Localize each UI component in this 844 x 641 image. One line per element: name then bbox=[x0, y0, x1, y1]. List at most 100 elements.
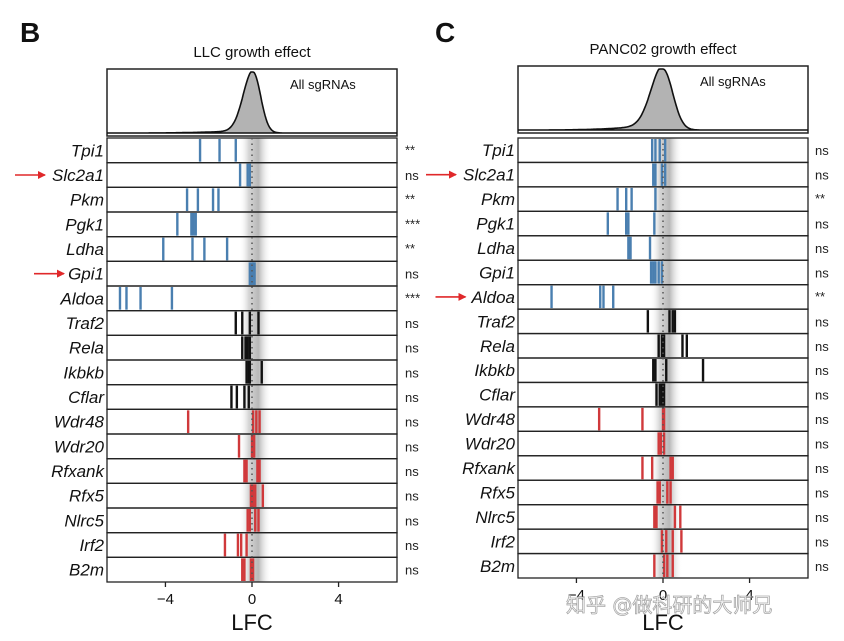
gene-row: Ldha ns bbox=[477, 235, 829, 261]
significance-label: ns bbox=[815, 412, 829, 427]
density-plot bbox=[106, 68, 398, 137]
gene-label: Ldha bbox=[477, 239, 515, 258]
x-tick-label: 0 bbox=[248, 591, 256, 608]
gene-row: Slc2a1 ns bbox=[15, 162, 419, 188]
x-tick-label: −4 bbox=[568, 587, 585, 604]
x-axis: −4 0 4 bbox=[568, 578, 754, 604]
gene-label: Rela bbox=[69, 339, 104, 358]
gene-label: Ldha bbox=[66, 240, 104, 259]
significance-label: ns bbox=[405, 415, 419, 430]
significance-label: ns bbox=[405, 538, 419, 553]
significance-label: ns bbox=[815, 217, 829, 232]
strip-rows: Tpi1 ** Slc2a1 ns Pkm ** Pgk1 *** Ldha ** Gpi1 ns Al… bbox=[15, 137, 420, 583]
significance-label: ns bbox=[815, 559, 829, 574]
gene-label: B2m bbox=[480, 557, 515, 576]
gene-row: Pgk1 ns bbox=[476, 210, 829, 237]
gene-row: Tpi1 ns bbox=[482, 137, 829, 164]
gene-label: Rfxank bbox=[51, 462, 105, 481]
density-curve bbox=[107, 71, 397, 134]
strip-rows: Tpi1 ns Slc2a1 ns Pkm ** Pgk1 ns Ldha ns Gpi1 ns Ald… bbox=[426, 137, 829, 579]
significance-label: ns bbox=[815, 461, 829, 476]
significance-label: ** bbox=[815, 191, 825, 206]
gene-label: Traf2 bbox=[66, 314, 105, 333]
significance-label: ns bbox=[815, 388, 829, 403]
gene-row: B2m ns bbox=[480, 552, 829, 579]
gene-row: Traf2 ns bbox=[66, 310, 419, 336]
significance-label: *** bbox=[405, 290, 420, 305]
significance-label: ns bbox=[405, 341, 419, 356]
significance-label: ns bbox=[815, 314, 829, 329]
significance-label: ns bbox=[815, 265, 829, 280]
significance-label: ns bbox=[815, 437, 829, 452]
significance-label: ns bbox=[405, 439, 419, 454]
gene-label: Rela bbox=[480, 337, 515, 356]
gene-label: Nlrc5 bbox=[475, 508, 515, 527]
significance-label: ns bbox=[815, 510, 829, 525]
x-axis-label: LFC bbox=[642, 610, 684, 635]
gene-row: Wdr48 ns bbox=[465, 406, 829, 432]
gene-label: Wdr20 bbox=[54, 437, 105, 456]
significance-label: ns bbox=[405, 563, 419, 578]
gene-label: Tpi1 bbox=[482, 141, 515, 160]
gene-label: Rfx5 bbox=[480, 483, 516, 502]
x-tick-label: −4 bbox=[157, 591, 174, 608]
gene-row: Wdr48 ns bbox=[54, 408, 419, 435]
gene-row: Rela ns bbox=[69, 334, 419, 361]
significance-label: ** bbox=[405, 192, 415, 207]
gene-row: Rfxank ns bbox=[462, 455, 829, 481]
significance-label: ns bbox=[405, 365, 419, 380]
x-tick-label: 4 bbox=[334, 591, 342, 608]
gene-row: Ldha ** bbox=[66, 236, 415, 262]
significance-label: ns bbox=[815, 241, 829, 256]
gene-label: Irf2 bbox=[79, 536, 104, 555]
density-curve bbox=[518, 68, 808, 131]
gene-row: Slc2a1 ns bbox=[426, 161, 829, 188]
gene-label: Pgk1 bbox=[476, 215, 515, 234]
chart-title: LLC growth effect bbox=[193, 44, 311, 61]
gene-label: Traf2 bbox=[477, 312, 516, 331]
significance-label: ns bbox=[815, 339, 829, 354]
significance-label: ns bbox=[405, 464, 419, 479]
chart-title: PANC02 growth effect bbox=[589, 41, 737, 58]
gene-row: Rfxank ns bbox=[51, 458, 419, 484]
gene-label: Rfx5 bbox=[69, 487, 105, 506]
significance-label: ns bbox=[405, 316, 419, 331]
panel-letter: C bbox=[435, 17, 455, 48]
gene-row: Wdr20 ns bbox=[465, 430, 829, 457]
density-plot bbox=[517, 65, 809, 134]
significance-label: ns bbox=[405, 267, 419, 282]
gene-row: Gpi1 ns bbox=[479, 259, 829, 286]
significance-label: ** bbox=[815, 289, 825, 304]
x-axis: −4 0 4 bbox=[157, 582, 343, 608]
gene-label: Slc2a1 bbox=[463, 166, 515, 185]
gene-label: Nlrc5 bbox=[64, 511, 104, 530]
gene-row: Rela ns bbox=[480, 332, 829, 359]
gene-label: Pkm bbox=[481, 190, 515, 209]
gene-label: Wdr48 bbox=[465, 410, 516, 429]
significance-label: ns bbox=[405, 168, 419, 183]
gene-label: Tpi1 bbox=[71, 141, 104, 160]
gene-label: Cflar bbox=[479, 386, 516, 405]
gene-label: Aldoa bbox=[471, 288, 515, 307]
significance-label: ns bbox=[815, 143, 829, 158]
gene-row: Gpi1 ns bbox=[34, 260, 419, 287]
significance-label: ns bbox=[815, 363, 829, 378]
gene-label: Wdr48 bbox=[54, 413, 105, 432]
gene-row: Irf2 ns bbox=[490, 528, 829, 555]
significance-label: ns bbox=[405, 513, 419, 528]
gene-label: Gpi1 bbox=[68, 265, 104, 284]
significance-label: ns bbox=[815, 485, 829, 500]
significance-label: ns bbox=[815, 534, 829, 549]
significance-label: ns bbox=[815, 168, 829, 183]
gene-label: Rfxank bbox=[462, 459, 516, 478]
significance-label: ns bbox=[405, 390, 419, 405]
panel-llc: B LLC growth effect All sgRNAs Tpi1 ** Slc… bbox=[15, 17, 420, 635]
significance-label: ns bbox=[405, 489, 419, 504]
gene-label: Irf2 bbox=[490, 532, 515, 551]
panel-letter: B bbox=[20, 17, 40, 48]
gene-row: B2m ns bbox=[69, 556, 419, 583]
gene-row: Nlrc5 ns bbox=[475, 504, 829, 530]
significance-label: ** bbox=[405, 241, 415, 256]
gene-label: Slc2a1 bbox=[52, 166, 104, 185]
